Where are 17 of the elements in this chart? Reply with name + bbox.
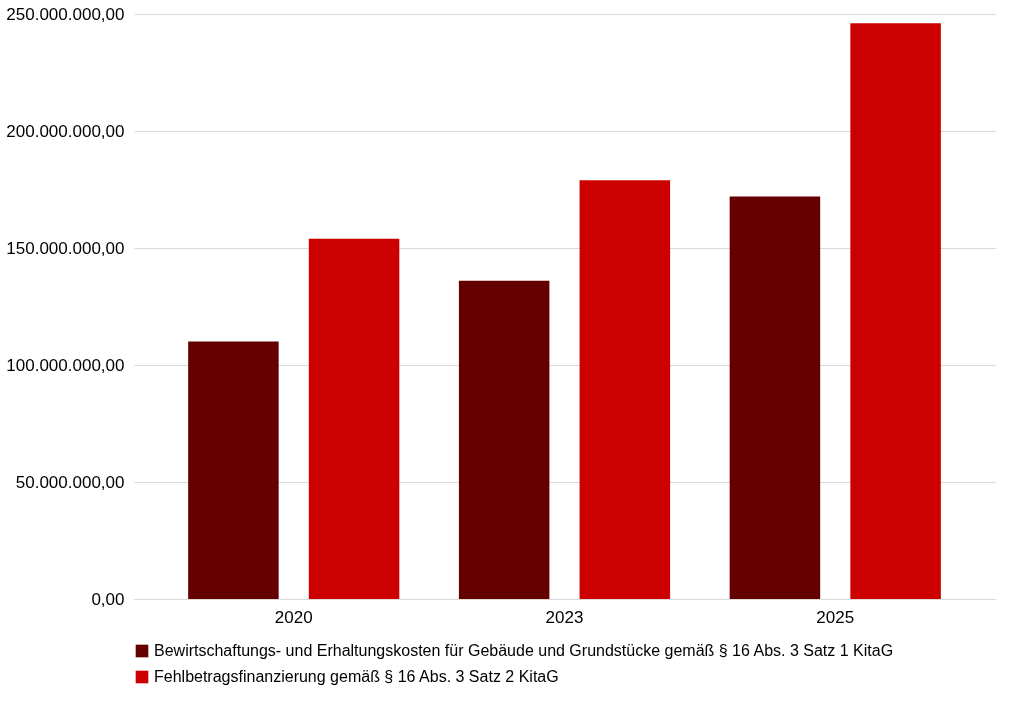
x-tick-label: 2023 [545, 607, 584, 627]
x-tick-label: 2025 [816, 607, 855, 627]
legend-label: Fehlbetragsfinanzierung gemäß § 16 Abs. 3 Satz 2 KitaG [154, 668, 559, 685]
x-tick-label: 2020 [274, 607, 313, 627]
y-tick-label: 200.000.000,00 [6, 121, 125, 141]
y-tick-label: 0,00 [91, 589, 125, 609]
bar [729, 196, 821, 599]
y-tick-label: 100.000.000,00 [6, 355, 125, 375]
y-tick-label: 150.000.000,00 [6, 238, 125, 258]
legend-label: Bewirtschaftungs- und Erhaltungskosten für Gebäude und Grundstücke gemäß § 16 Abs. 3 Satz 1 KitaG [154, 642, 894, 659]
bar [308, 238, 400, 599]
bar [188, 341, 279, 599]
bar [850, 23, 941, 599]
bar [579, 180, 671, 599]
y-tick-label: 50.000.000,00 [15, 472, 125, 492]
bar [458, 280, 550, 599]
y-tick-label: 250.000.000,00 [6, 4, 125, 24]
